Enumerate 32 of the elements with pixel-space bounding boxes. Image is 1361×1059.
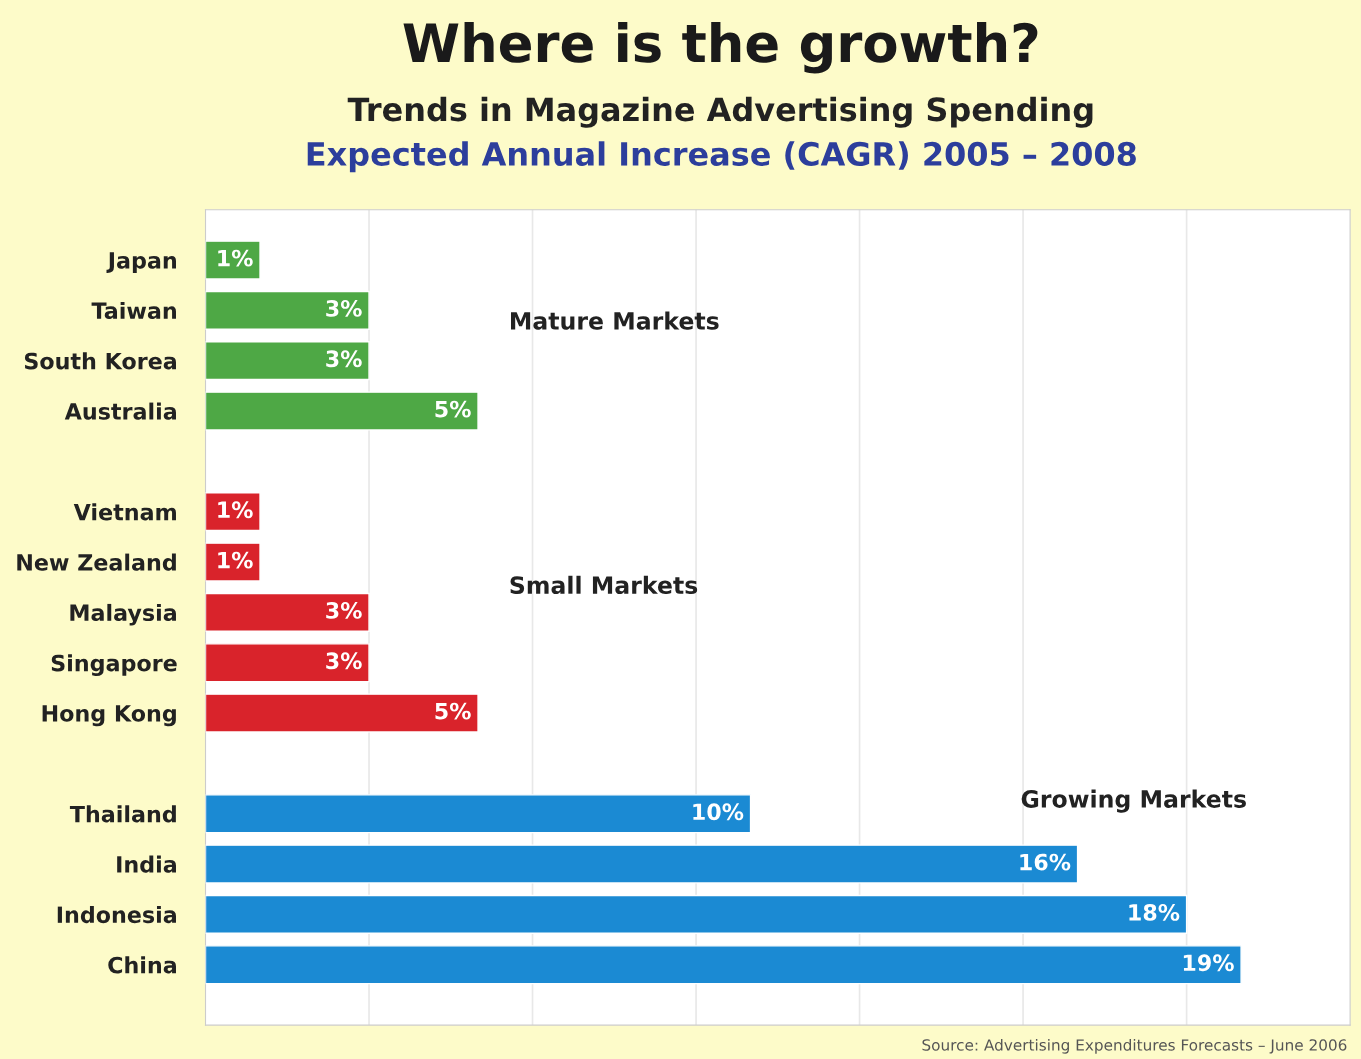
data-label: 3% bbox=[326, 652, 362, 670]
y-tick-label: Taiwan bbox=[91, 301, 176, 320]
y-tick-label: Thailand bbox=[69, 805, 176, 823]
data-label: 3% bbox=[326, 350, 362, 368]
y-tick-label: South Korea bbox=[24, 352, 176, 370]
source-note: Source: Advertising Expenditures Forecasts – June 2006 bbox=[922, 1038, 1347, 1054]
chart-subtitle: Trends in Magazine Advertising Spending Expected Annual Increase (CAGR) 2005 – 2008 bbox=[307, 96, 1136, 173]
y-tick-label: Vietnam bbox=[73, 503, 176, 521]
annotation: Mature Markets bbox=[511, 311, 719, 330]
y-tick-label: Malaysia bbox=[70, 603, 176, 626]
y-tick-label: China bbox=[108, 956, 176, 974]
y-tick-label: Singapore bbox=[51, 654, 177, 676]
y-tick-label: India bbox=[117, 855, 176, 873]
y-tick-label: Japan bbox=[106, 252, 176, 274]
y-tick-label: Australia bbox=[64, 402, 176, 420]
annotation: Growing Markets bbox=[1021, 789, 1246, 813]
data-label: 3% bbox=[326, 299, 362, 317]
data-label: 19% bbox=[1183, 954, 1234, 972]
y-tick-label: Hong Kong bbox=[42, 705, 176, 727]
data-label: 1% bbox=[218, 501, 253, 519]
data-label: 10% bbox=[693, 803, 744, 821]
data-label: 16% bbox=[1020, 853, 1071, 871]
annotation: Small Markets bbox=[510, 575, 698, 595]
data-label: 5% bbox=[435, 400, 471, 418]
data-label: 5% bbox=[435, 702, 471, 720]
data-label: 1% bbox=[218, 551, 253, 569]
data-label: 3% bbox=[326, 602, 362, 619]
data-label: 1% bbox=[218, 249, 253, 267]
chart-title: Where is the growth? bbox=[403, 21, 1038, 74]
y-tick-label: Indonesia bbox=[57, 905, 176, 924]
data-label: 18% bbox=[1129, 904, 1180, 921]
y-tick-label: New Zealand bbox=[17, 553, 176, 571]
